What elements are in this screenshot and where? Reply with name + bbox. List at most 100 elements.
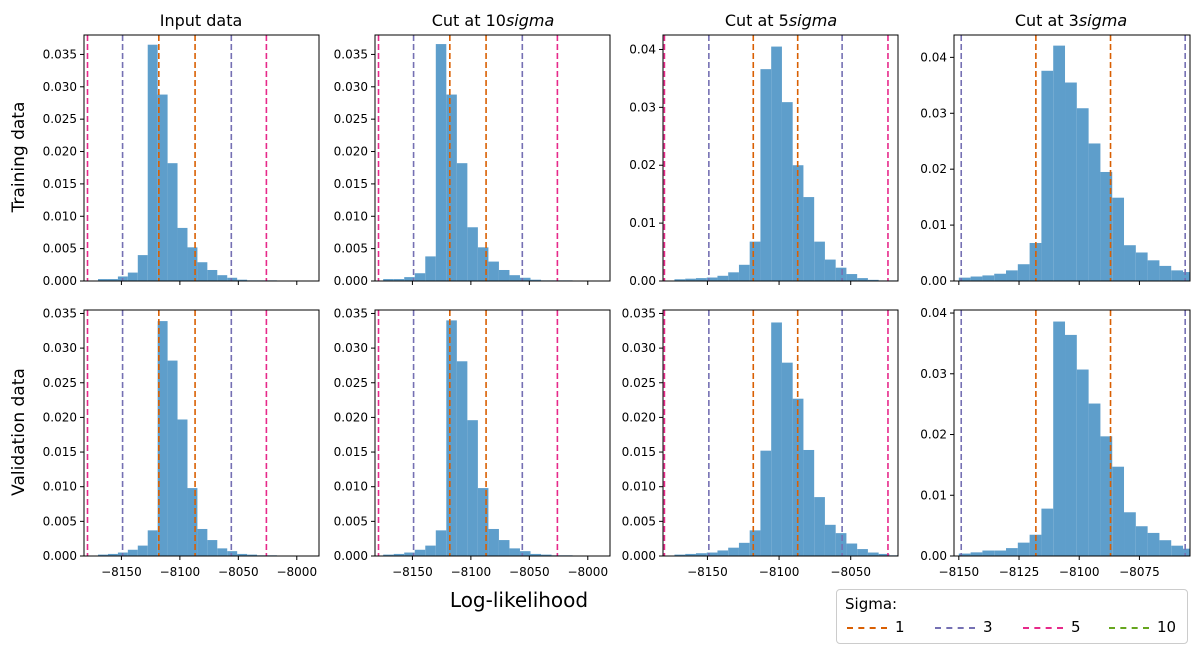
histogram-bar <box>530 553 542 556</box>
histogram-bar <box>393 553 405 556</box>
legend-entry-sigma-1: 1 <box>843 618 929 638</box>
histogram-bar <box>1088 403 1101 556</box>
histogram-bar <box>867 552 879 556</box>
histogram-bar <box>970 276 983 281</box>
panel-2: 0.000 0.005 0.010 0.015 0.020 0.025 0.030 0.035 <box>334 34 611 288</box>
histogram-bar <box>1100 171 1113 281</box>
histogram-bar <box>157 321 168 556</box>
histogram-bar <box>127 549 138 556</box>
y-tick-label: 0.015 <box>622 445 656 459</box>
histogram-bar <box>177 227 188 281</box>
y-tick-label: 0.000 <box>43 274 77 288</box>
histogram-bar <box>1147 532 1160 556</box>
histogram-bar <box>137 255 148 281</box>
col-title-3: Cut at 5sigma <box>725 11 837 30</box>
x-tick-label: −8100 <box>160 565 201 579</box>
histogram-bar <box>509 275 520 281</box>
histogram-bar <box>749 530 761 556</box>
histogram-bar <box>835 267 847 281</box>
histogram-bar <box>1017 264 1030 281</box>
histogram-bar <box>717 550 729 556</box>
y-tick-label: 0.00 <box>920 274 947 288</box>
histogram-bar <box>771 322 782 556</box>
histogram-bar <box>1065 334 1077 556</box>
histogram-bar <box>1112 466 1125 556</box>
histogram-bar <box>467 227 478 281</box>
histogram-bar <box>147 530 158 556</box>
histogram-bar <box>383 554 394 556</box>
y-tick-label: 0.000 <box>43 549 77 563</box>
histogram-bar <box>425 256 436 281</box>
histogram-bar <box>404 552 415 556</box>
histogram-bar <box>1135 526 1148 556</box>
histogram-bar <box>1006 548 1018 556</box>
histogram-bar <box>98 554 108 556</box>
y-tick-label: 0.02 <box>920 428 947 442</box>
histogram-bar <box>488 261 499 281</box>
histogram-bar <box>227 551 238 556</box>
histogram-bar <box>207 269 218 281</box>
x-tick-label: −8100 <box>451 565 492 579</box>
histogram-bar <box>738 542 750 556</box>
histogram-bar <box>530 279 542 281</box>
x-tick-label: −8150 <box>101 565 142 579</box>
y-tick-label: 0.015 <box>334 177 368 191</box>
histogram-bar <box>1088 143 1101 281</box>
histogram-bar <box>958 277 971 281</box>
y-tick-label: 0.01 <box>920 218 947 232</box>
y-tick-label: 0.005 <box>334 514 368 528</box>
col-title-1: Input data <box>160 11 243 30</box>
y-tick-label: 0.02 <box>920 162 947 176</box>
histogram-bar <box>749 241 761 281</box>
histogram-bar <box>509 548 520 556</box>
y-tick-label: 0.000 <box>334 274 368 288</box>
histogram-bar <box>1183 548 1190 556</box>
x-tick-label: −8050 <box>218 565 259 579</box>
col-title-4: Cut at 3sigma <box>1015 11 1127 30</box>
histogram-bar <box>760 450 772 556</box>
legend-line-sigma-5 <box>1023 627 1063 629</box>
histogram-bar <box>414 273 426 281</box>
histogram-bar <box>237 553 248 556</box>
histogram-bar <box>456 163 468 281</box>
histogram-bar <box>835 533 847 556</box>
histogram-bar <box>157 94 168 281</box>
histogram-bar <box>1053 321 1066 556</box>
y-tick-label: 0.035 <box>43 47 77 61</box>
axes-frame <box>953 34 1191 282</box>
histogram-bar <box>467 420 478 556</box>
histogram-bar <box>728 547 739 556</box>
panels-layer: 0.000 0.005 0.010 0.015 0.020 0.025 0.030 0.035… <box>43 34 1191 579</box>
y-tick-label: 0.04 <box>920 306 947 320</box>
histogram-bar <box>1076 369 1089 556</box>
y-tick-label: 0.01 <box>920 488 947 502</box>
histogram-bar <box>674 554 686 556</box>
histogram-bar <box>674 279 686 281</box>
row-label-training: Training data <box>9 102 29 214</box>
x-tick-label: −8125 <box>999 565 1040 579</box>
x-tick-label: −8050 <box>830 565 871 579</box>
histogram-bar <box>728 272 739 281</box>
y-tick-label: 0.030 <box>622 341 656 355</box>
y-tick-label: 0.015 <box>43 177 77 191</box>
axes-frame <box>374 309 611 557</box>
histogram-bar <box>1076 108 1089 281</box>
y-tick-label: 0.010 <box>43 209 77 223</box>
histogram-bar <box>167 163 178 281</box>
panel-4: 0.00 0.01 0.02 0.03 0.04 <box>920 34 1191 288</box>
y-tick-label: 0.000 <box>622 549 656 563</box>
histogram-bar <box>404 277 415 281</box>
panel-3: 0.00 0.01 0.02 0.03 0.04 <box>629 34 899 288</box>
x-tick-label: −8100 <box>1059 565 1100 579</box>
x-tick-label: −8000 <box>276 565 317 579</box>
y-tick-label: 0.030 <box>334 80 368 94</box>
axes-frame <box>374 34 611 282</box>
histogram-bar <box>446 94 457 281</box>
y-tick-label: 0.03 <box>920 106 947 120</box>
legend-line-sigma-10 <box>1109 627 1149 629</box>
histogram-bar <box>498 269 510 281</box>
panel-1: 0.000 0.005 0.010 0.015 0.020 0.025 0.030 0.035 <box>43 34 320 288</box>
histogram-bar <box>994 550 1007 556</box>
y-tick-label: 0.020 <box>43 410 77 424</box>
histogram-bar <box>541 554 552 556</box>
